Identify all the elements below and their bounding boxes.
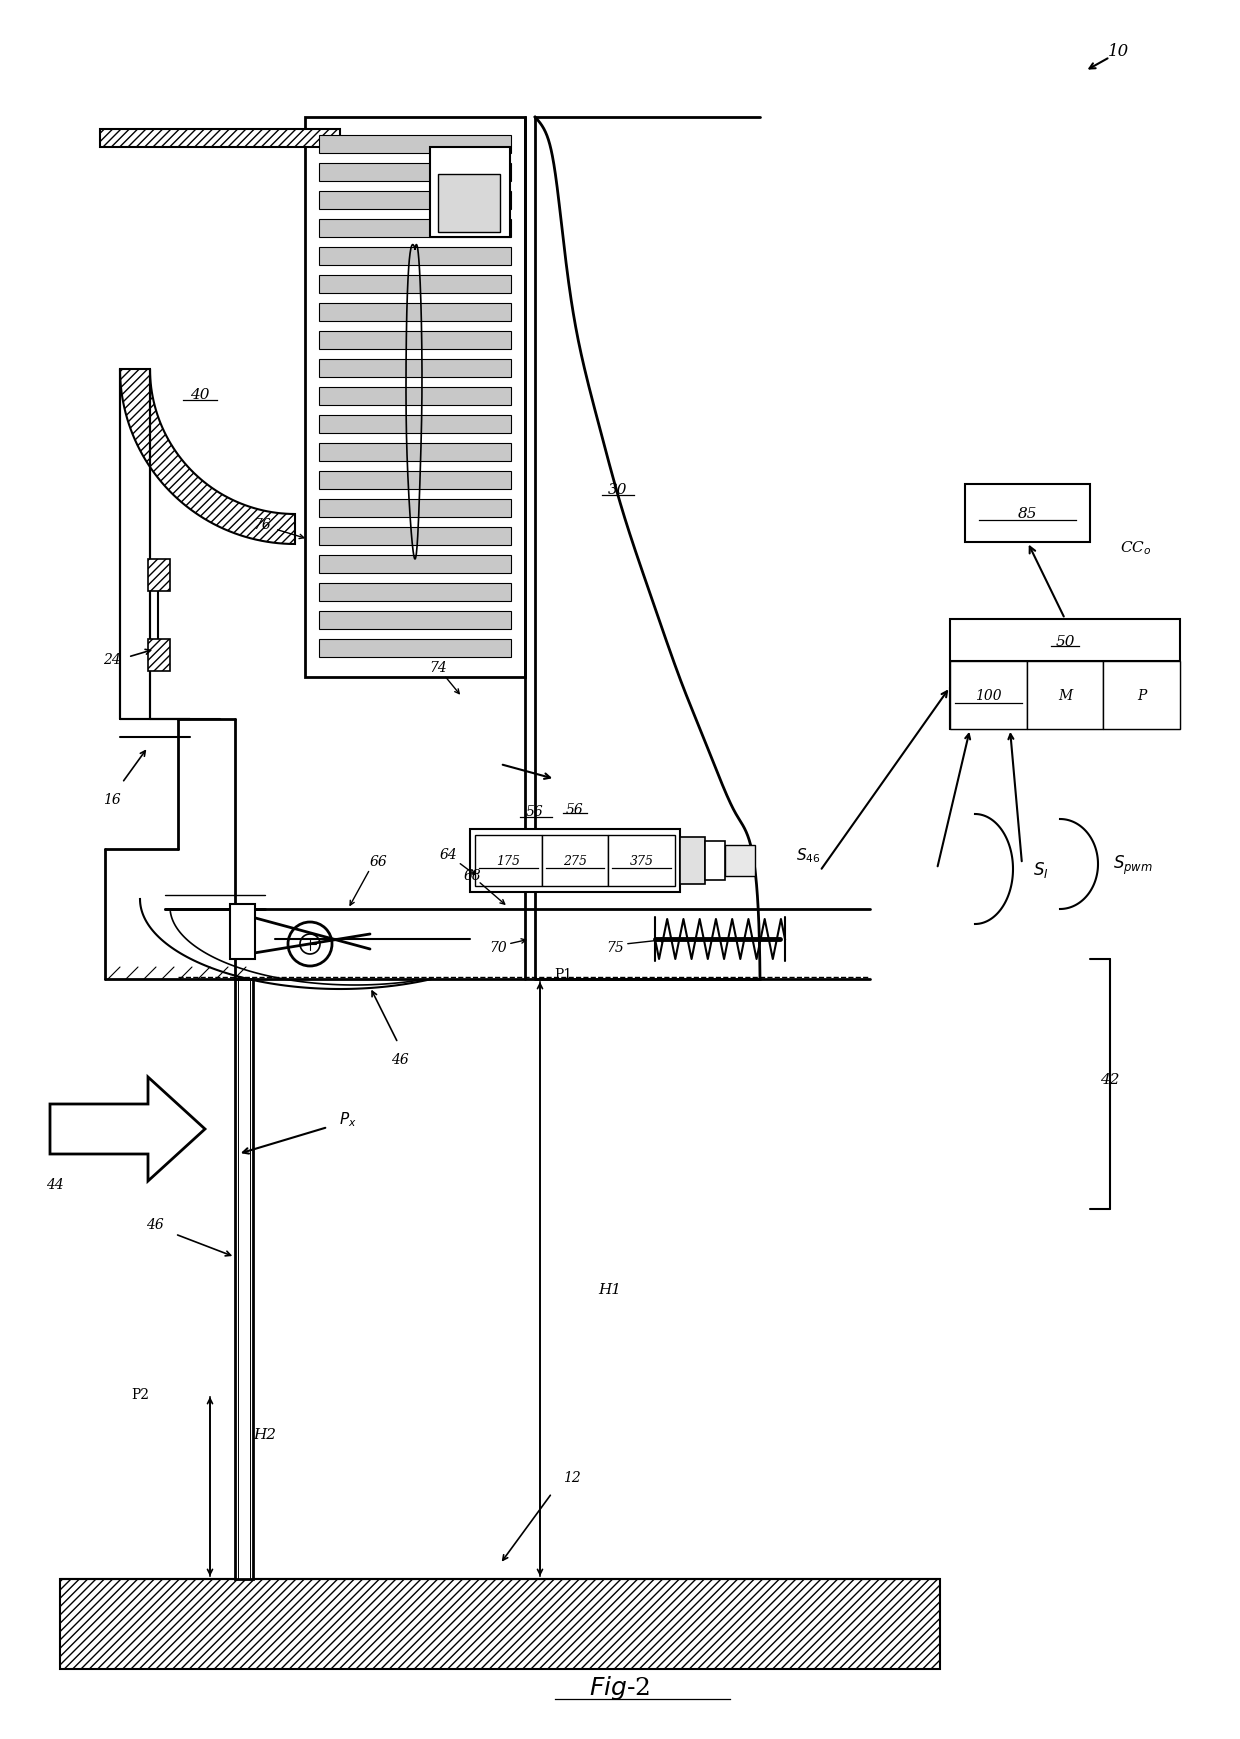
- Bar: [1104, 661, 1180, 730]
- Bar: [319, 584, 511, 602]
- Text: 75: 75: [606, 941, 624, 955]
- Text: 40: 40: [190, 388, 210, 402]
- Bar: [319, 443, 511, 463]
- Text: 56: 56: [526, 805, 544, 819]
- Text: 175: 175: [496, 854, 521, 868]
- Text: P1: P1: [554, 967, 572, 981]
- Text: 44: 44: [46, 1177, 64, 1191]
- Text: 68: 68: [463, 868, 481, 882]
- Text: 46: 46: [146, 1217, 164, 1231]
- Text: 64: 64: [439, 847, 456, 861]
- Text: $S_{pwm}$: $S_{pwm}$: [1114, 852, 1153, 876]
- Bar: [319, 612, 511, 630]
- Bar: [680, 838, 706, 885]
- Text: $S_{46}$: $S_{46}$: [796, 847, 821, 864]
- Bar: [319, 277, 511, 294]
- Bar: [609, 835, 675, 887]
- Text: P: P: [1137, 689, 1146, 703]
- Text: 375: 375: [630, 854, 653, 868]
- Bar: [148, 560, 170, 591]
- Text: 275: 275: [563, 854, 587, 868]
- Bar: [319, 527, 511, 546]
- Text: 74: 74: [429, 661, 446, 675]
- Polygon shape: [50, 1078, 205, 1181]
- Bar: [319, 640, 511, 657]
- Bar: [475, 835, 542, 887]
- Text: 66: 66: [370, 854, 387, 868]
- Bar: [438, 176, 500, 233]
- Text: 70: 70: [489, 941, 507, 955]
- Bar: [319, 249, 511, 266]
- Bar: [60, 1579, 940, 1669]
- Bar: [470, 830, 680, 892]
- Bar: [319, 556, 511, 574]
- Text: 46: 46: [391, 1052, 409, 1066]
- Bar: [229, 904, 255, 960]
- Text: 85: 85: [1018, 506, 1037, 520]
- Bar: [542, 835, 609, 887]
- Text: CC$_o$: CC$_o$: [1120, 539, 1152, 556]
- Bar: [100, 130, 340, 148]
- Bar: [319, 136, 511, 155]
- Text: 10: 10: [1107, 43, 1128, 61]
- Text: 42: 42: [1100, 1073, 1120, 1087]
- Text: 100: 100: [975, 689, 1002, 703]
- Text: $P_x$: $P_x$: [340, 1109, 357, 1129]
- Bar: [950, 619, 1180, 730]
- Bar: [1027, 661, 1104, 730]
- Bar: [305, 118, 525, 678]
- Bar: [120, 370, 150, 720]
- Bar: [319, 388, 511, 405]
- Text: H1: H1: [599, 1282, 621, 1296]
- Text: 24: 24: [103, 652, 120, 666]
- Bar: [165, 896, 265, 911]
- Bar: [319, 332, 511, 350]
- Bar: [148, 640, 170, 671]
- Bar: [120, 720, 190, 737]
- Text: P2: P2: [131, 1388, 149, 1402]
- Bar: [319, 416, 511, 433]
- Text: $\it{Fig}$-2: $\it{Fig}$-2: [589, 1673, 651, 1701]
- Bar: [950, 661, 1027, 730]
- Bar: [319, 499, 511, 518]
- Bar: [430, 148, 510, 238]
- Bar: [319, 360, 511, 377]
- Text: 50: 50: [1055, 635, 1075, 649]
- Text: $S_I$: $S_I$: [1033, 859, 1049, 880]
- Bar: [319, 191, 511, 210]
- Text: 56: 56: [567, 802, 584, 817]
- Text: 12: 12: [563, 1469, 580, 1483]
- Bar: [725, 845, 755, 876]
- Text: H2: H2: [253, 1428, 277, 1442]
- Text: 30: 30: [609, 483, 627, 497]
- Bar: [319, 163, 511, 183]
- Bar: [319, 471, 511, 490]
- Polygon shape: [120, 370, 295, 544]
- Bar: [965, 485, 1090, 543]
- Bar: [236, 979, 253, 1579]
- Text: 16: 16: [103, 793, 120, 807]
- Text: 76: 76: [253, 518, 270, 532]
- Bar: [319, 304, 511, 322]
- Text: M: M: [1058, 689, 1073, 703]
- Bar: [706, 842, 725, 880]
- Bar: [319, 219, 511, 238]
